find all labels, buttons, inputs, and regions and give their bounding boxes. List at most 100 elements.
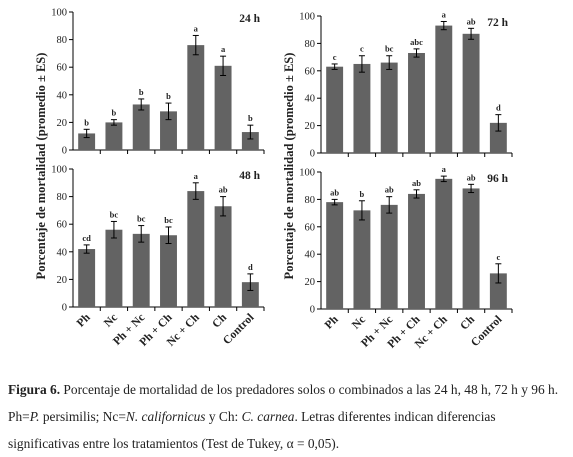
significance-letter: ab bbox=[330, 187, 339, 197]
bar-5 bbox=[462, 188, 480, 309]
y-tick-label: 20 bbox=[57, 118, 68, 129]
y-tick-label: 100 bbox=[51, 8, 67, 19]
significance-letter: c bbox=[333, 52, 337, 62]
bar-0 bbox=[78, 133, 96, 150]
y-axis-label-left: Porcentaje de mortalidad (promedio ± ES) bbox=[34, 53, 48, 280]
x-category-label: Ch bbox=[210, 311, 229, 330]
bar-4 bbox=[435, 178, 453, 309]
caption-text-3: y Ch: bbox=[205, 409, 242, 424]
bar-6 bbox=[489, 273, 507, 309]
significance-letter: a bbox=[442, 9, 447, 19]
bar-2 bbox=[132, 233, 150, 307]
y-tick-label: 60 bbox=[57, 220, 68, 231]
bar-5 bbox=[214, 206, 232, 307]
bar-6 bbox=[241, 282, 259, 307]
bar-1 bbox=[105, 122, 123, 150]
significance-letter: b bbox=[112, 108, 117, 118]
panel-title: 72 h bbox=[487, 17, 508, 29]
chart-panel-1: 0 20 40 60 80 100 24 h b b b b a a b bbox=[51, 8, 265, 157]
y-tick-label: 40 bbox=[57, 90, 68, 101]
significance-letter: d bbox=[248, 262, 253, 272]
bar-6 bbox=[241, 132, 259, 150]
bar-2 bbox=[132, 104, 150, 150]
caption-text-4: . Letras diferentes indican diferencias … bbox=[8, 409, 496, 451]
x-category-label: Control bbox=[469, 314, 504, 349]
bar-6 bbox=[489, 122, 507, 153]
bar-3 bbox=[160, 111, 177, 150]
y-tick-label: 40 bbox=[57, 247, 68, 258]
bar-4 bbox=[435, 25, 453, 154]
significance-letter: b bbox=[139, 87, 144, 97]
bar-3 bbox=[408, 52, 425, 153]
y-tick-label: 40 bbox=[305, 94, 316, 105]
caption-species-3: C. carnea bbox=[241, 409, 295, 424]
bar-2 bbox=[380, 62, 398, 153]
caption-text-2: persimilis; Nc= bbox=[39, 409, 126, 424]
significance-letter: a bbox=[194, 23, 199, 33]
y-tick-label: 100 bbox=[51, 165, 67, 176]
panel-title: 24 h bbox=[239, 13, 260, 25]
bar-4 bbox=[187, 191, 205, 307]
y-tick-label: 100 bbox=[299, 168, 315, 179]
significance-letter: c bbox=[360, 44, 364, 54]
x-category-label: Control bbox=[221, 312, 256, 347]
x-category-label: Ch bbox=[458, 313, 477, 332]
significance-letter: b bbox=[84, 117, 89, 127]
y-tick-label: 80 bbox=[305, 195, 316, 206]
significance-letter: b bbox=[248, 113, 253, 123]
significance-letter: ab bbox=[219, 185, 228, 195]
y-tick-label: 0 bbox=[62, 303, 67, 314]
significance-letter: b bbox=[360, 189, 365, 199]
significance-letter: ab bbox=[385, 185, 394, 195]
caption-text-1: Porcentaje de mortalidad de los predador… bbox=[8, 382, 559, 424]
bar-4 bbox=[187, 45, 205, 151]
significance-letter: cd bbox=[82, 233, 91, 243]
significance-letter: b bbox=[166, 91, 171, 101]
y-tick-label: 20 bbox=[57, 275, 68, 286]
significance-letter: a bbox=[194, 171, 199, 181]
y-tick-label: 60 bbox=[305, 222, 316, 233]
x-category-label: Nc bbox=[102, 312, 120, 330]
significance-letter: c bbox=[496, 252, 500, 262]
y-tick-label: 20 bbox=[305, 121, 316, 132]
bar-5 bbox=[462, 33, 480, 154]
caption-species-2: N. californicus bbox=[125, 409, 206, 424]
significance-letter: a bbox=[221, 44, 226, 54]
chart-panel-2: 0 20 40 60 80 100 72 h c c bc abc a ab d bbox=[299, 9, 513, 160]
x-category-label: Ph bbox=[323, 313, 341, 331]
bar-0 bbox=[78, 249, 96, 307]
y-tick-label: 80 bbox=[305, 39, 316, 50]
bar-3 bbox=[160, 235, 177, 307]
significance-letter: ab bbox=[467, 172, 476, 182]
panel-title: 48 h bbox=[239, 170, 260, 182]
bar-5 bbox=[214, 65, 232, 150]
significance-letter: bc bbox=[110, 209, 119, 219]
y-tick-label: 0 bbox=[310, 305, 315, 316]
y-tick-label: 100 bbox=[299, 12, 315, 23]
significance-letter: bc bbox=[385, 44, 394, 54]
x-category-label: Nc bbox=[350, 314, 368, 332]
y-tick-label: 80 bbox=[57, 192, 68, 203]
figure-caption: Figura 6. Porcentaje de mortalidad de lo… bbox=[8, 376, 568, 457]
bar-0 bbox=[326, 66, 344, 153]
y-tick-label: 80 bbox=[57, 35, 68, 46]
bar-1 bbox=[105, 229, 123, 307]
bar-3 bbox=[408, 193, 425, 309]
y-tick-label: 60 bbox=[57, 63, 68, 74]
caption-label: Figura 6. bbox=[8, 382, 61, 397]
significance-letter: a bbox=[442, 164, 447, 174]
bar-2 bbox=[380, 204, 398, 309]
x-category-label: Ph bbox=[75, 311, 93, 329]
y-tick-label: 20 bbox=[305, 277, 316, 288]
bar-1 bbox=[353, 63, 371, 154]
significance-letter: bc bbox=[137, 214, 146, 224]
significance-letter: ab bbox=[412, 178, 421, 188]
y-tick-label: 60 bbox=[305, 66, 316, 77]
significance-letter: bc bbox=[164, 215, 173, 225]
significance-letter: d bbox=[496, 103, 501, 113]
caption-species-1: P. bbox=[29, 409, 40, 424]
y-axis-label-right: Porcentaje de mortalidad (promedio ± ES) bbox=[282, 53, 296, 280]
